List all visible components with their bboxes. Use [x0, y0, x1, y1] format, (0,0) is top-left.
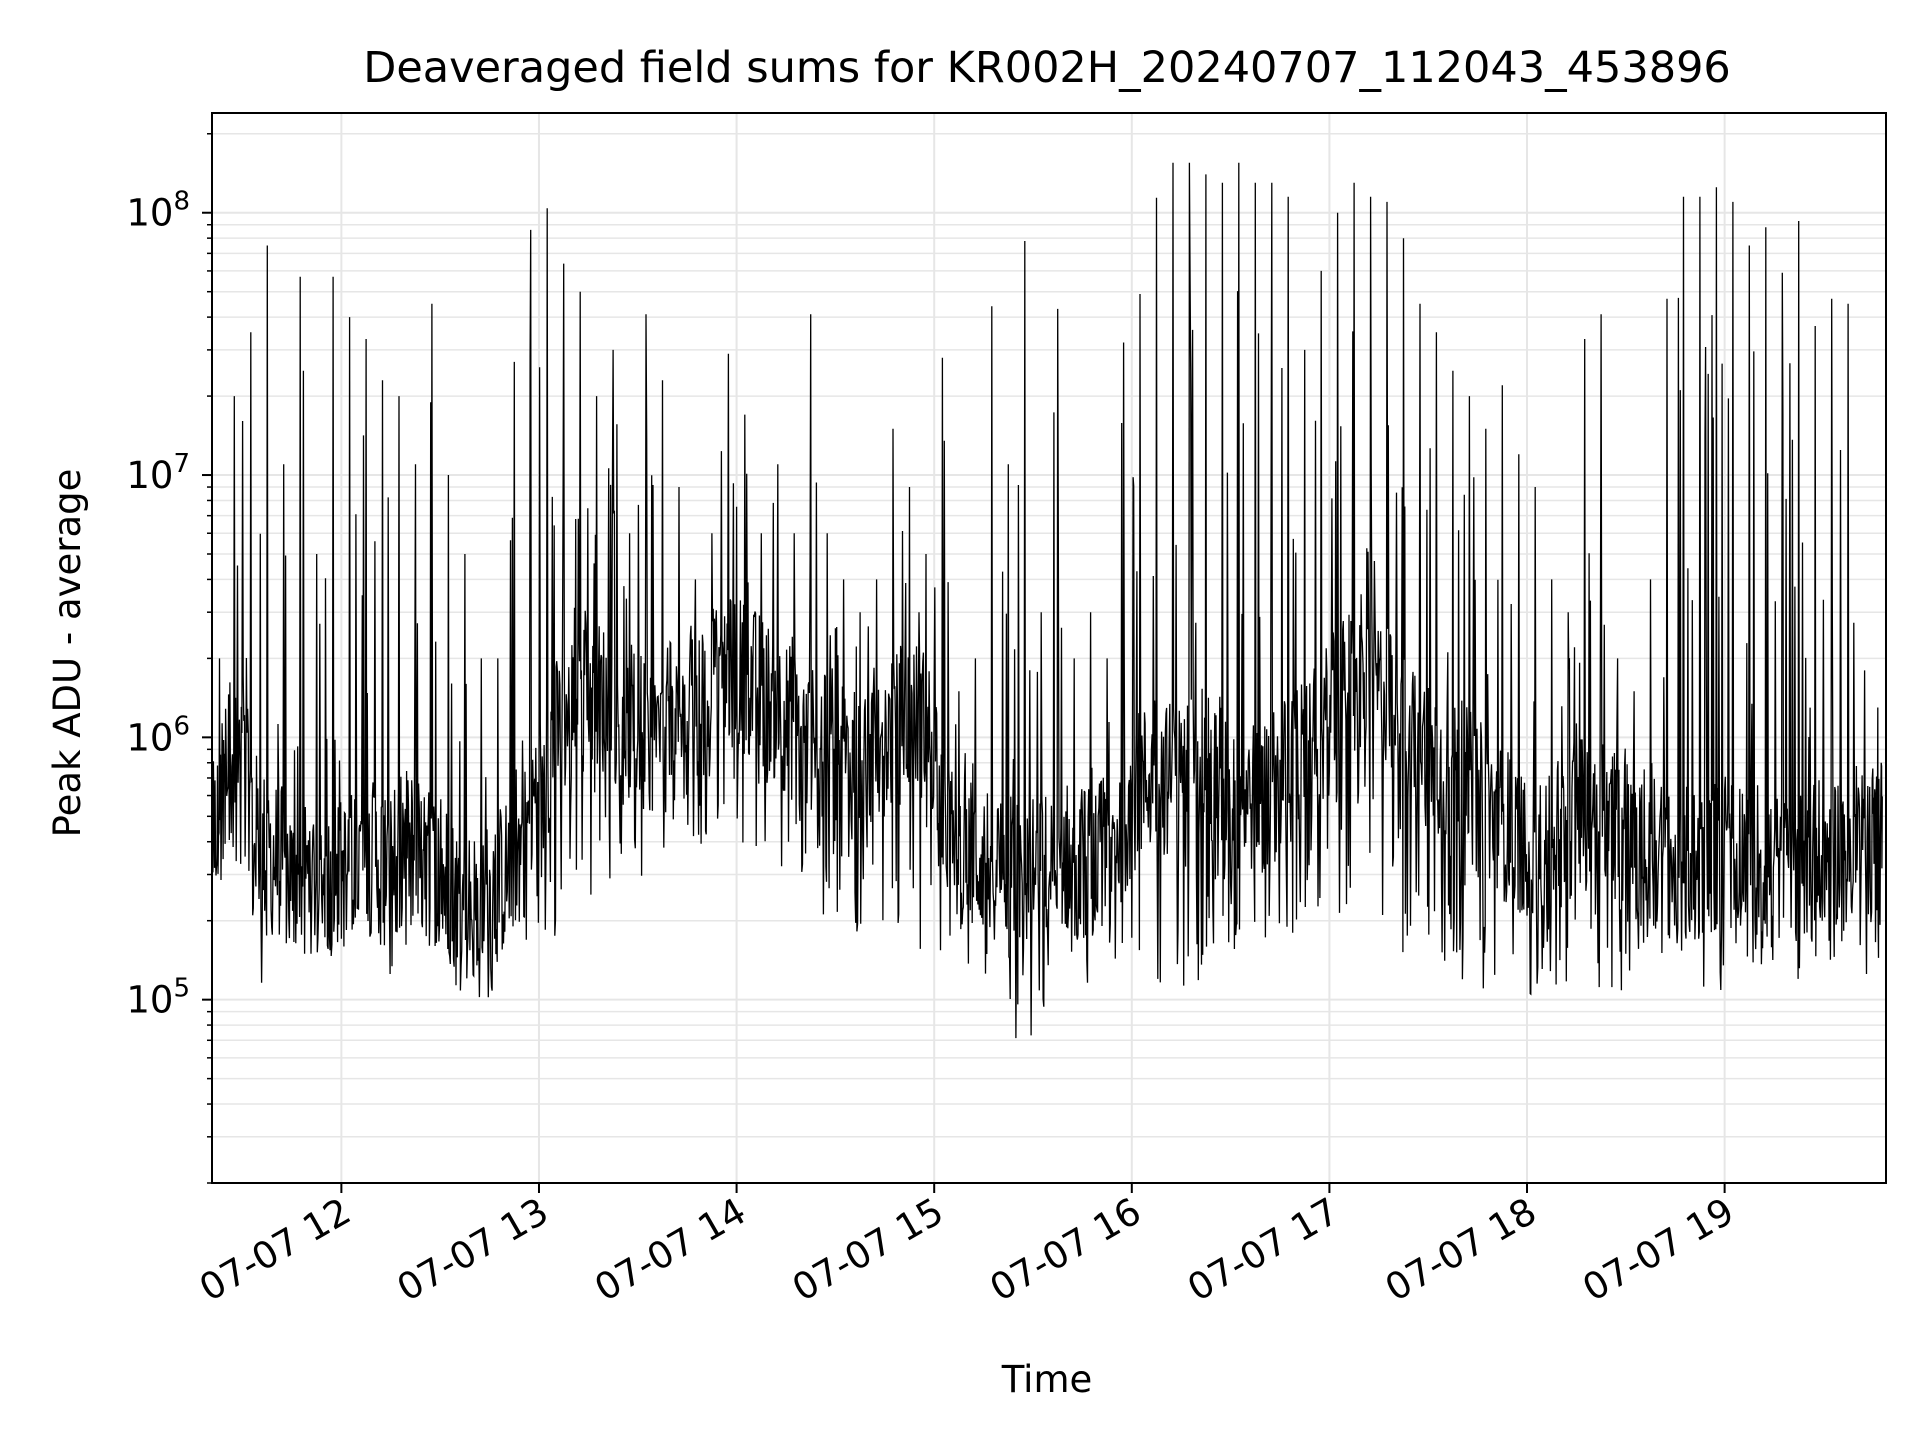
x-tick-label: 07-07 19: [1576, 1190, 1742, 1310]
plot-frame: [211, 112, 1887, 1184]
x-tick-label: 07-07 12: [192, 1190, 358, 1310]
y-axis: 105 106 107 108: [126, 133, 212, 1184]
y-tick-label: 106: [126, 711, 190, 759]
x-tick-label: 07-07 13: [390, 1190, 556, 1310]
y-tick-label: 107: [126, 449, 190, 497]
x-axis-label: Time: [1001, 1358, 1093, 1401]
y-tick-label: 108: [126, 187, 190, 235]
grid: [212, 113, 1886, 1184]
y-tick-label: 105: [126, 974, 190, 1022]
y-axis-label: Peak ADU - average: [46, 469, 89, 838]
x-axis: 07-07 12 07-07 13 07-07 14 07-07 15 07-07 16…: [192, 1183, 1741, 1310]
series-line-group: [212, 162, 1883, 1039]
x-tick-label: 07-07 16: [983, 1190, 1149, 1310]
x-tick-label: 07-07 17: [1180, 1190, 1346, 1310]
x-tick-label: 07-07 15: [785, 1190, 951, 1310]
chart-title: Deaveraged field sums for KR002H_2024070…: [363, 43, 1731, 93]
x-tick-label: 07-07 18: [1378, 1190, 1544, 1310]
series-line: [212, 162, 1883, 1039]
x-tick-label: 07-07 14: [588, 1190, 754, 1310]
